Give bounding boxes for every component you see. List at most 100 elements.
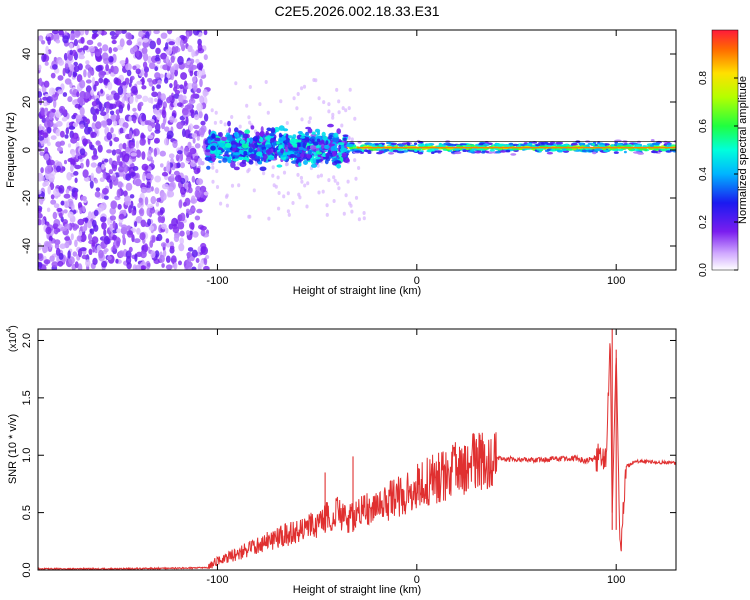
- noise-cell: [174, 89, 181, 95]
- band-cell: [242, 157, 250, 161]
- noise-cell: [97, 144, 103, 153]
- noise-cell: [300, 179, 304, 184]
- noise-cell: [139, 138, 146, 146]
- noise-cell: [39, 151, 45, 156]
- noise-cell: [185, 230, 191, 236]
- noise-cell: [149, 207, 156, 214]
- x-tick-label: 100: [607, 275, 625, 287]
- band-cell: [323, 144, 330, 150]
- noise-cell: [48, 240, 52, 250]
- noise-cell: [93, 224, 99, 232]
- noise-cell: [150, 250, 156, 259]
- band-cell: [307, 150, 312, 155]
- noise-cell: [118, 250, 125, 258]
- line-cell: [368, 143, 376, 146]
- noise-cell: [120, 30, 127, 34]
- noise-cell: [152, 79, 158, 85]
- noise-cell: [170, 255, 177, 265]
- noise-cell: [169, 72, 175, 81]
- noise-cell: [95, 166, 102, 174]
- noise-cell: [128, 246, 133, 253]
- band-cell: [265, 130, 269, 136]
- noise-cell: [131, 209, 136, 216]
- snr-line-series: [38, 329, 676, 570]
- line-cell: [505, 149, 511, 153]
- colorbar-ticks: 0.0 0.2 0.4 0.6 0.8: [698, 71, 738, 277]
- noise-cell: [168, 41, 176, 46]
- noise-cell: [199, 78, 203, 88]
- band-cell: [263, 149, 266, 154]
- noise-cell: [185, 156, 192, 162]
- noise-cell: [58, 212, 63, 219]
- noise-cell: [347, 136, 351, 141]
- noise-cell: [43, 259, 51, 265]
- line-cell: [550, 149, 556, 152]
- noise-cell: [53, 99, 57, 108]
- noise-cell: [97, 30, 102, 35]
- band-cell: [336, 128, 342, 135]
- noise-cell: [38, 189, 42, 195]
- noise-cell: [252, 188, 256, 193]
- snr-x-label: Height of straight line (km): [293, 584, 421, 596]
- line-cell: [378, 143, 383, 147]
- noise-cell: [109, 223, 114, 232]
- snr-scale-close: ): [8, 325, 19, 328]
- noise-cell: [119, 38, 125, 48]
- noise-cell: [224, 194, 229, 199]
- noise-cell: [110, 175, 116, 181]
- colorbar-tick-label: 0.4: [698, 167, 709, 181]
- noise-cell: [134, 253, 138, 262]
- noise-cell: [171, 217, 179, 227]
- noise-cell: [116, 155, 121, 164]
- noise-cell: [144, 71, 148, 78]
- noise-cell: [234, 81, 238, 86]
- noise-cell: [135, 68, 141, 75]
- band-cell: [332, 150, 337, 157]
- noise-cell: [179, 162, 185, 169]
- noise-cell: [106, 255, 112, 261]
- noise-cell: [60, 200, 65, 206]
- noise-cell: [187, 82, 193, 90]
- noise-cell: [337, 186, 341, 191]
- noise-cell: [60, 226, 68, 232]
- noise-cell: [189, 69, 194, 77]
- noise-cell: [203, 30, 208, 36]
- noise-cell: [55, 39, 61, 44]
- band-cell: [244, 129, 251, 134]
- noise-cell: [48, 173, 55, 182]
- noise-cell: [300, 86, 304, 91]
- band-cell: [241, 143, 249, 149]
- noise-cell: [151, 85, 155, 92]
- noise-cell: [319, 173, 323, 178]
- band-cell: [233, 131, 239, 138]
- noise-cell: [230, 115, 234, 119]
- noise-cell: [118, 213, 125, 220]
- noise-cell: [154, 250, 160, 258]
- noise-cell: [198, 127, 206, 136]
- band-cell: [322, 136, 328, 141]
- noise-cell: [238, 124, 242, 129]
- noise-cell: [287, 212, 291, 217]
- noise-cell: [139, 207, 145, 217]
- band-cell: [312, 141, 319, 146]
- noise-cell: [276, 175, 280, 180]
- noise-cell: [305, 204, 309, 209]
- noise-cell: [129, 96, 134, 104]
- noise-cell: [336, 181, 340, 186]
- noise-cell: [197, 246, 202, 253]
- band-cell: [274, 126, 280, 133]
- noise-cell: [53, 203, 60, 209]
- noise-cell: [133, 238, 141, 244]
- line-cell: [462, 149, 468, 152]
- snr-x-axis: -100 0 100: [206, 329, 625, 586]
- noise-cell: [327, 109, 331, 114]
- noise-cell: [64, 134, 69, 139]
- noise-cell: [38, 212, 43, 219]
- noise-cell: [56, 207, 63, 212]
- band-cell: [289, 154, 296, 158]
- line-cell: [637, 152, 644, 155]
- noise-cell: [193, 124, 200, 130]
- noise-cell: [178, 260, 182, 266]
- noise-cell: [125, 63, 132, 71]
- noise-cell: [146, 262, 151, 267]
